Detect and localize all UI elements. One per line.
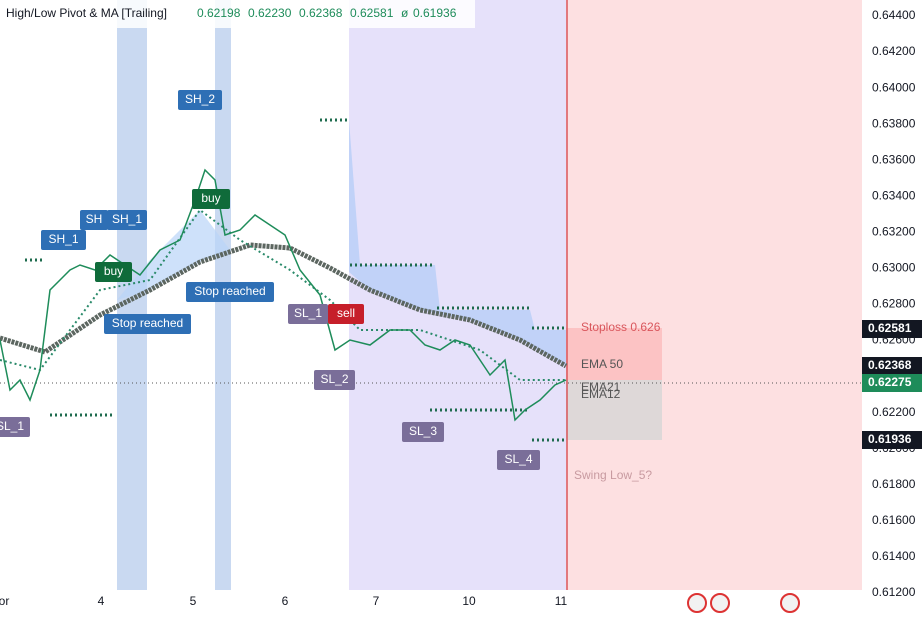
ohlc-value: 0.62581 bbox=[350, 6, 394, 20]
price-tick-label: 0.63800 bbox=[872, 116, 916, 130]
pivot-label-text: buy bbox=[201, 191, 220, 205]
indicator-title: High/Low Pivot & MA [Trailing] bbox=[6, 6, 167, 20]
annotation: EMA21 bbox=[581, 380, 621, 394]
price-tag-label: 0.61936 bbox=[868, 432, 912, 446]
price-axis bbox=[862, 0, 922, 590]
pivot-label-text: SL_3 bbox=[409, 424, 437, 438]
pivot-label bbox=[328, 304, 364, 324]
price-tag-label: 0.62581 bbox=[868, 321, 912, 335]
price-tag bbox=[862, 374, 922, 392]
annotation: EMA 50 bbox=[581, 357, 623, 371]
pivot-label-text: SH_1 bbox=[48, 232, 78, 246]
price-tick-label: 0.61800 bbox=[872, 477, 916, 491]
pivot-label-text: SL_1 bbox=[294, 306, 322, 320]
price-tick-label: 0.64000 bbox=[872, 80, 916, 94]
date-label: 11 bbox=[555, 594, 568, 608]
pivot-label bbox=[497, 450, 540, 470]
price-tick-label: 0.62200 bbox=[872, 405, 916, 419]
pivot-label bbox=[0, 417, 30, 437]
pivot-label bbox=[104, 314, 191, 334]
pivot-label-text: SL_1 bbox=[0, 419, 24, 433]
pivot-label bbox=[41, 230, 86, 250]
annotation: Swing Low_5? bbox=[574, 468, 652, 482]
pivot-label-text: sell bbox=[337, 306, 355, 320]
pivot-label-text: SH_1 bbox=[112, 212, 142, 226]
pivot-label bbox=[95, 262, 132, 282]
date-label: 6 bbox=[282, 594, 289, 608]
stop-box bbox=[566, 328, 662, 380]
pivot-label-text: SH_2 bbox=[185, 92, 215, 106]
event-flags bbox=[687, 593, 800, 613]
pivot-label bbox=[178, 90, 222, 110]
pivot-label bbox=[192, 189, 230, 209]
pivot-label-text: Stop reached bbox=[194, 284, 265, 298]
date-label: or bbox=[0, 594, 9, 608]
ohlc-separator: ø bbox=[401, 6, 409, 20]
ohlc-value: 0.62198 bbox=[197, 6, 241, 20]
price-tick-label: 0.63000 bbox=[872, 261, 916, 275]
pivot-levels bbox=[25, 118, 566, 442]
price-tick-label: 0.63600 bbox=[872, 152, 916, 166]
price-tick-label: 0.62800 bbox=[872, 297, 916, 311]
price-tick-label: 0.64400 bbox=[872, 8, 916, 22]
price-tag bbox=[862, 320, 922, 338]
price-tag-label: 0.62368 bbox=[868, 358, 912, 372]
pivot-label-text: SL_2 bbox=[320, 372, 348, 386]
ema21 bbox=[0, 208, 566, 381]
date-label: 10 bbox=[462, 594, 476, 608]
ohlc-value: 0.61936 bbox=[413, 6, 457, 20]
date-label: 4 bbox=[98, 594, 105, 608]
pivot-label-text: SH bbox=[86, 212, 103, 226]
pivot-label bbox=[107, 210, 147, 230]
annotation: Stoploss 0.626 bbox=[581, 320, 661, 334]
price-tick-label: 0.61200 bbox=[872, 585, 916, 599]
pivot-label bbox=[186, 282, 274, 302]
price-tick-label: 0.63200 bbox=[872, 225, 916, 239]
ohlc-value: 0.62230 bbox=[248, 6, 292, 20]
pivot-label-text: SL_4 bbox=[504, 452, 532, 466]
ema50 bbox=[0, 242, 568, 369]
price-tick-label: 0.63400 bbox=[872, 188, 916, 202]
target-box bbox=[566, 380, 662, 440]
ohlc-value: 0.62368 bbox=[299, 6, 343, 20]
price-tick-label: 0.61600 bbox=[872, 513, 916, 527]
pivot-label bbox=[80, 210, 108, 230]
price-tick-label: 0.64200 bbox=[872, 44, 916, 58]
price-tag bbox=[862, 431, 922, 449]
region bbox=[566, 0, 862, 590]
trail-fill bbox=[117, 210, 230, 300]
annotation: EMA12 bbox=[581, 387, 621, 401]
pivot-label bbox=[314, 370, 355, 390]
date-label: 7 bbox=[373, 594, 380, 608]
pivot-label-text: Stop reached bbox=[112, 316, 183, 330]
price-tag bbox=[862, 357, 922, 375]
pivot-label-text: buy bbox=[104, 264, 123, 278]
pivot-label bbox=[288, 304, 328, 324]
price-tag-label: 0.62275 bbox=[868, 375, 912, 389]
header-bg bbox=[0, 0, 475, 28]
price-series bbox=[0, 168, 567, 422]
pivot-label bbox=[402, 422, 444, 442]
date-label: 5 bbox=[190, 594, 197, 608]
price-tick-label: 0.61400 bbox=[872, 549, 916, 563]
